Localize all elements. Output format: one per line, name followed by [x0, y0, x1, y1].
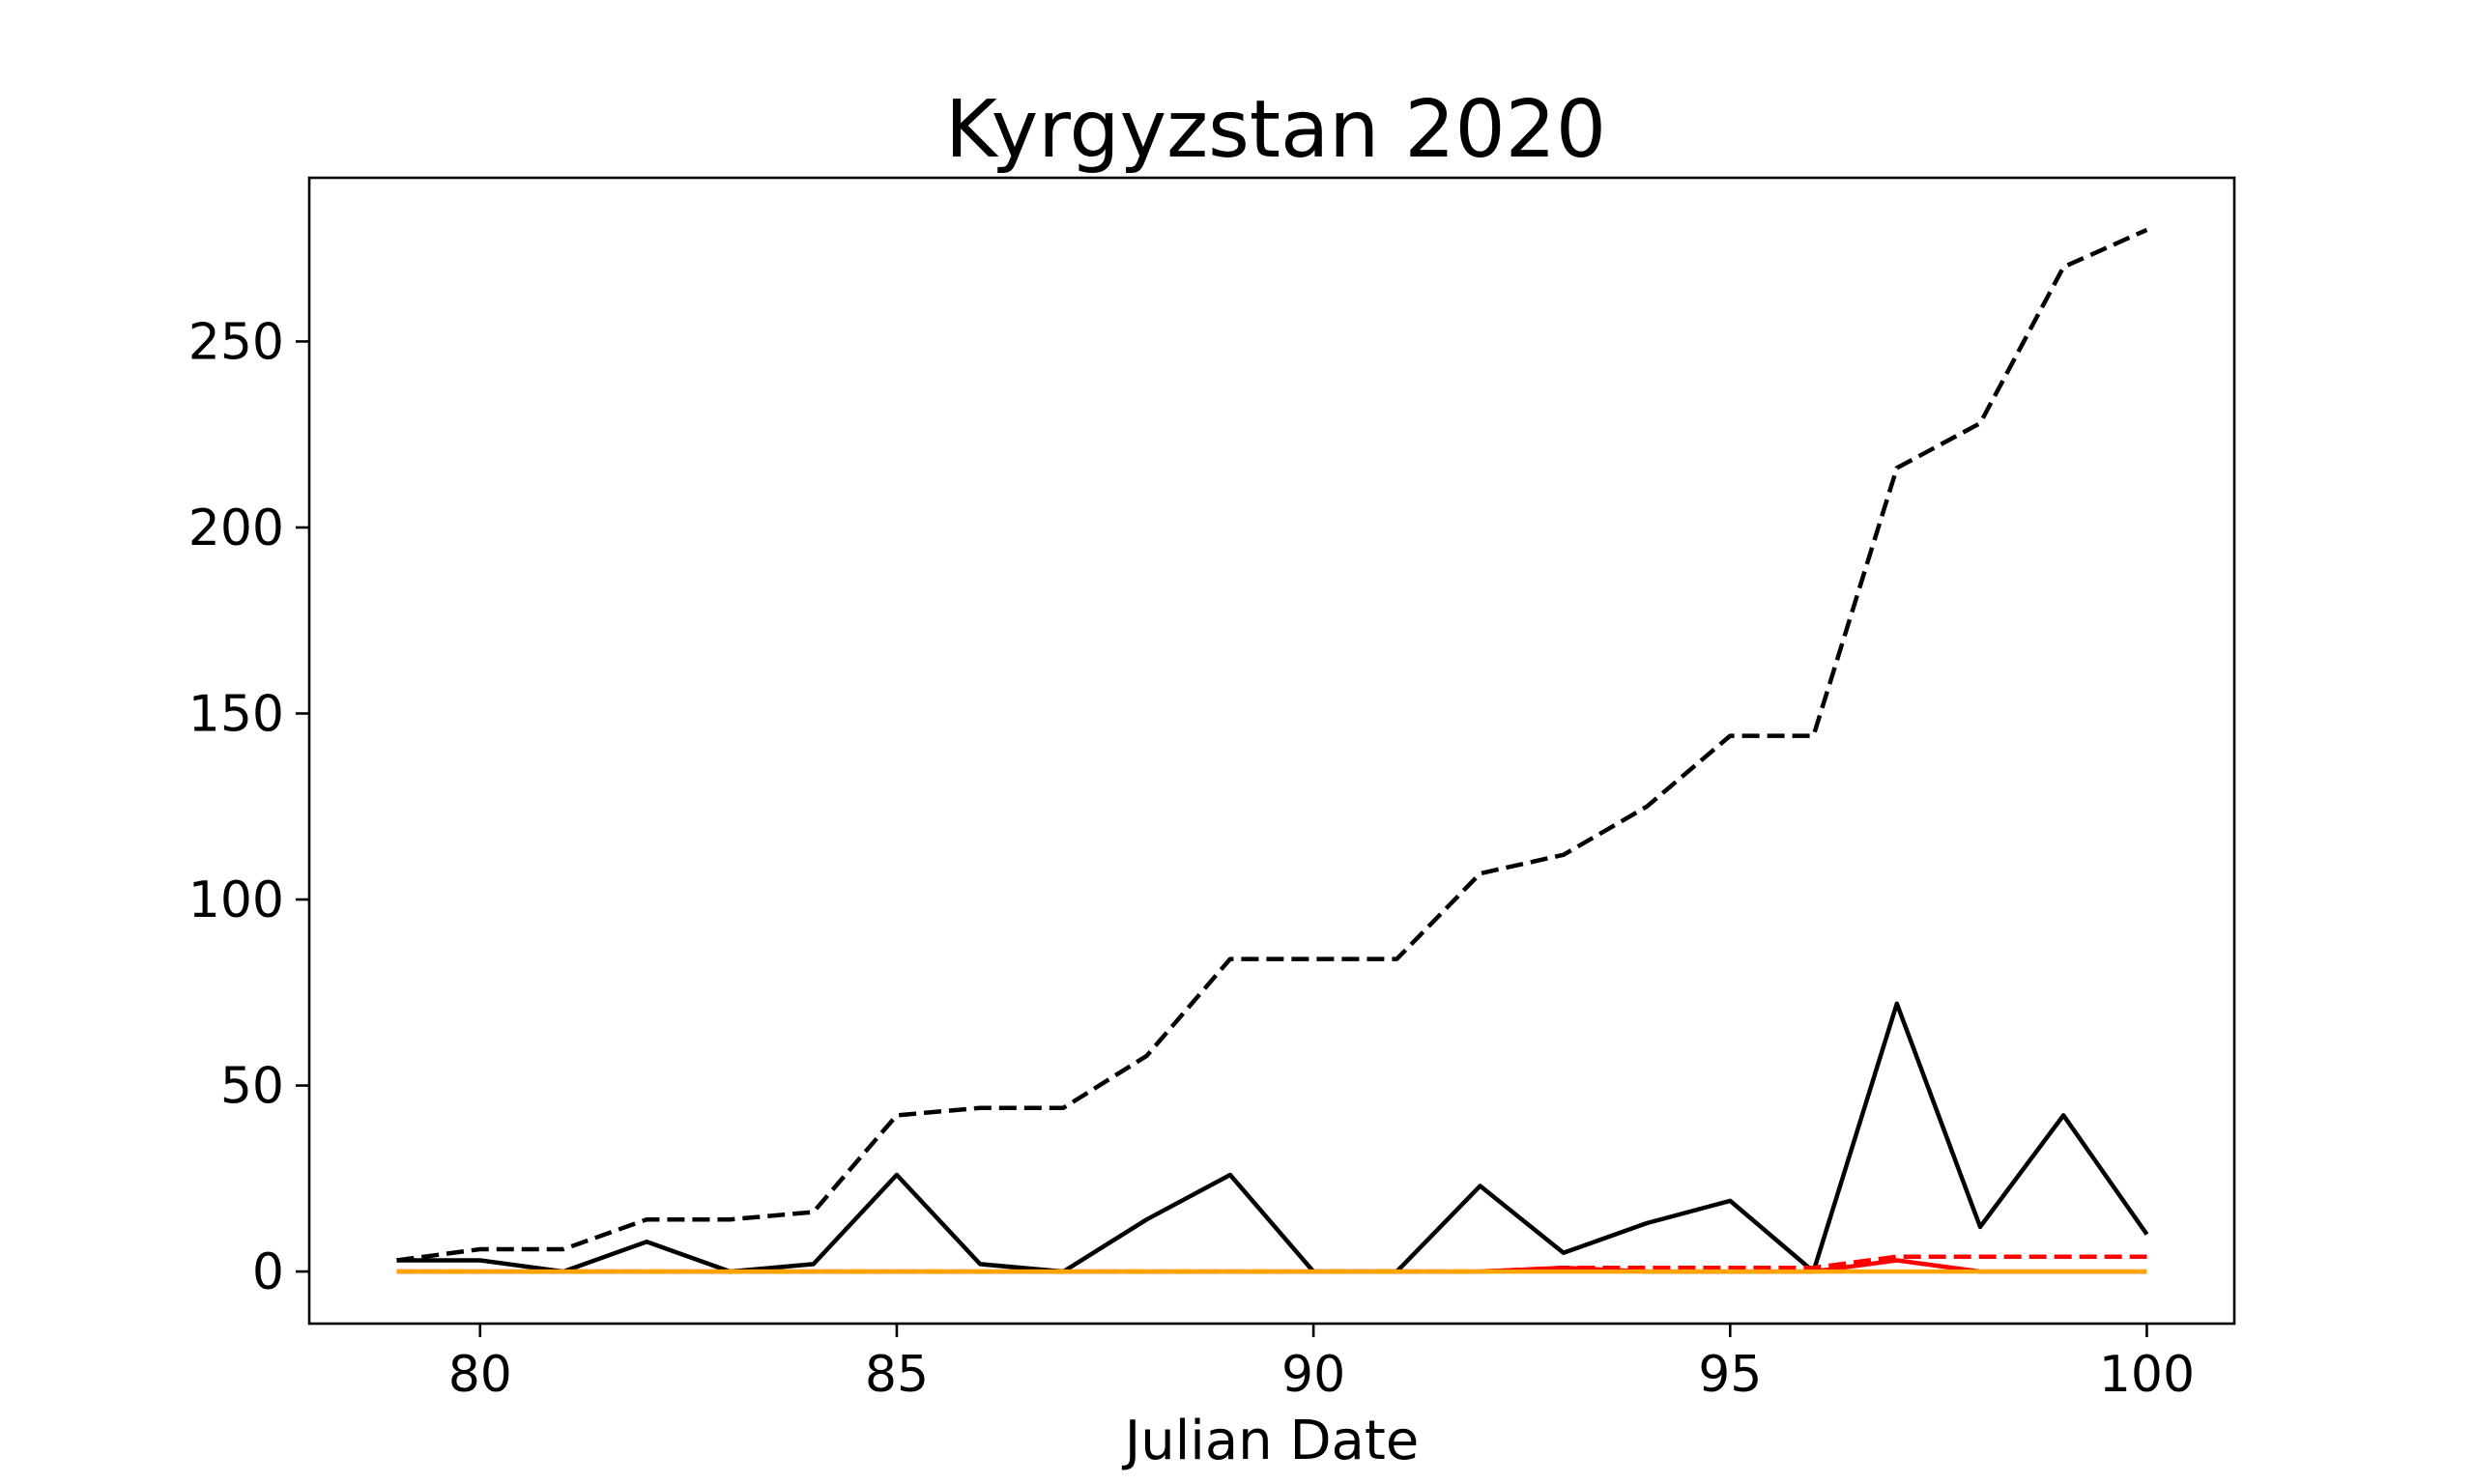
- x-tick-label: 80: [448, 1346, 512, 1404]
- y-tick-label: 150: [188, 685, 284, 743]
- y-tick-label: 100: [188, 871, 284, 929]
- y-tick-label: 0: [252, 1243, 284, 1301]
- y-tick-label: 250: [188, 313, 284, 371]
- series-line-1: [396, 1001, 2149, 1274]
- x-tick-label: 85: [865, 1346, 929, 1404]
- x-axis: 80 85 90 95 100: [448, 1324, 2195, 1404]
- x-tick-label: 95: [1698, 1346, 1762, 1404]
- y-tick-label: 200: [188, 499, 284, 557]
- plot-frame: [307, 176, 2236, 1326]
- chart-title: Kyrgyzstan 2020: [945, 84, 1606, 176]
- series-line-0: [396, 227, 2148, 1263]
- y-tick-label: 50: [220, 1058, 284, 1116]
- x-tick-label: 90: [1281, 1346, 1345, 1404]
- x-axis-label: Julian Date: [1122, 1410, 1420, 1472]
- series-layer: [396, 227, 2149, 1274]
- y-axis: 0 50 100 150 200 250: [188, 313, 309, 1301]
- x-tick-label: 100: [2099, 1346, 2195, 1404]
